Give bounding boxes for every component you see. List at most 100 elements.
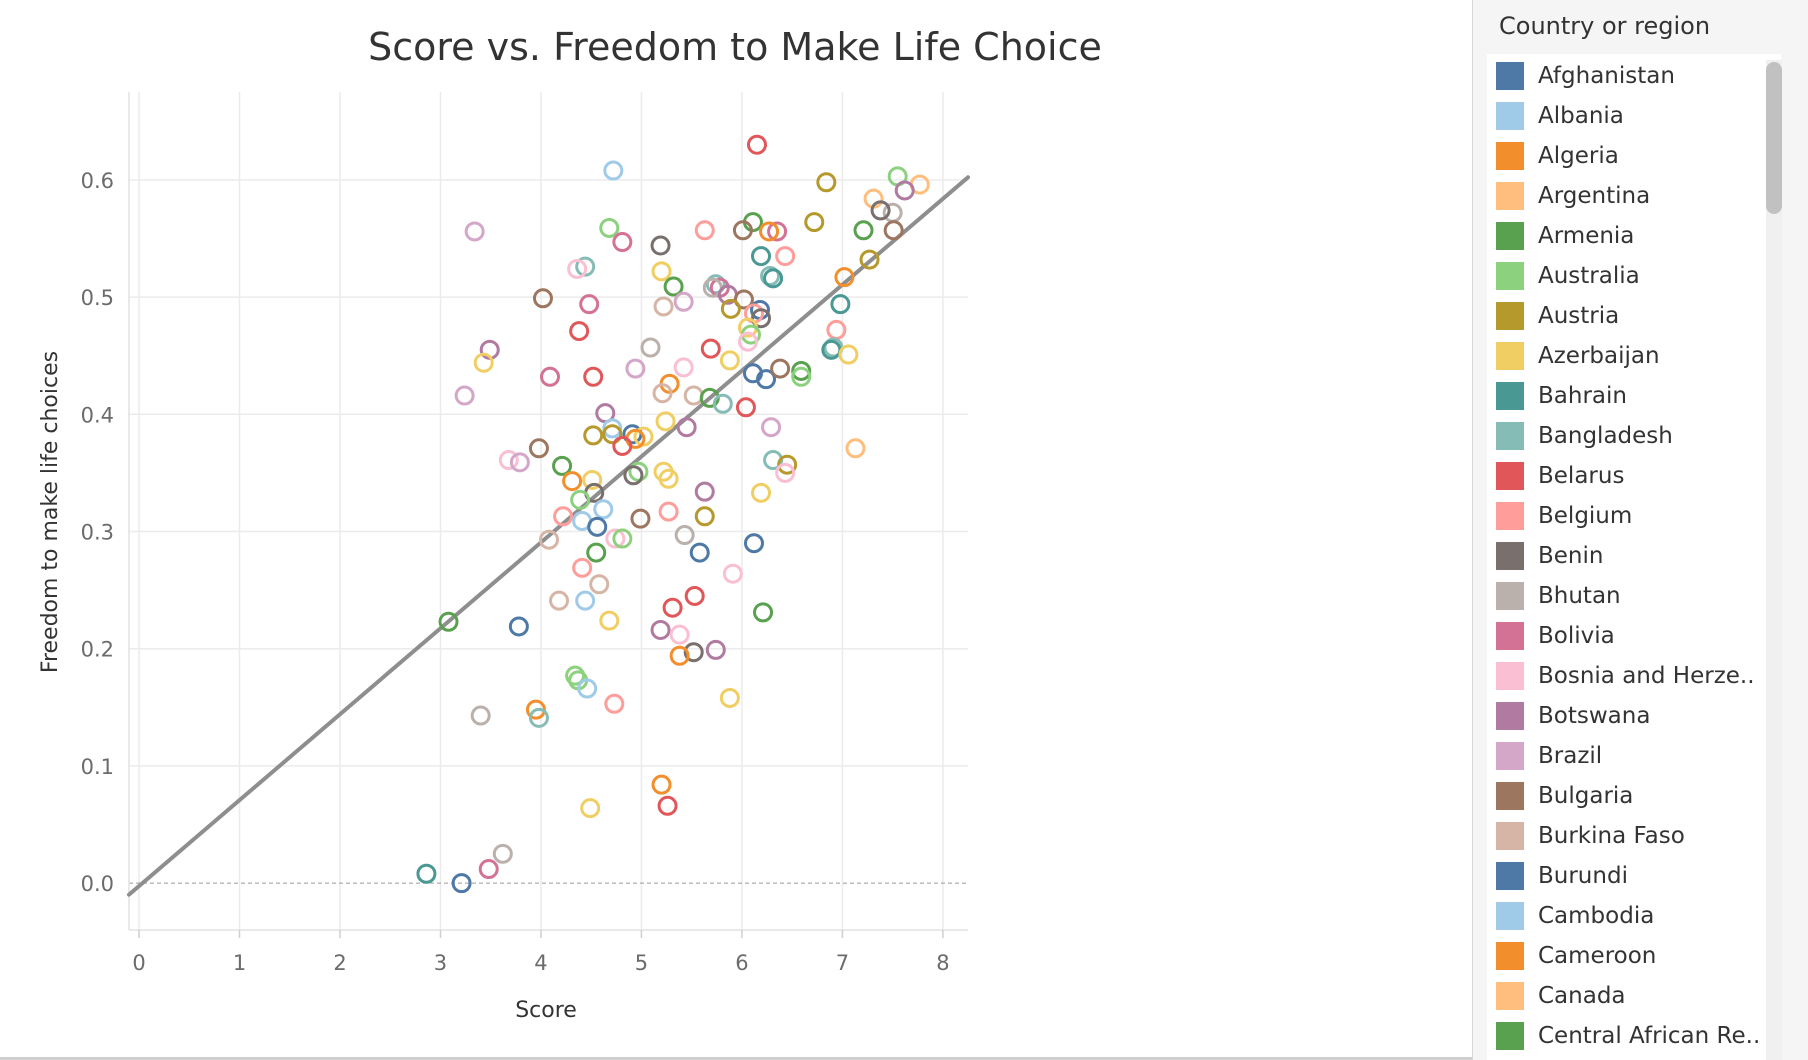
legend-item[interactable]: Central African Re.. bbox=[1487, 1016, 1777, 1056]
legend-item[interactable]: Bulgaria bbox=[1487, 776, 1777, 816]
data-point[interactable] bbox=[694, 220, 715, 241]
data-point[interactable] bbox=[651, 261, 672, 282]
legend-item[interactable]: Afghanistan bbox=[1487, 56, 1777, 96]
data-point[interactable] bbox=[753, 602, 774, 623]
data-point[interactable] bbox=[580, 798, 601, 819]
data-point[interactable] bbox=[587, 516, 608, 537]
data-point[interactable] bbox=[657, 795, 678, 816]
legend-item[interactable]: Bangladesh bbox=[1487, 416, 1777, 456]
legend-item[interactable]: Australia bbox=[1487, 256, 1777, 296]
data-point[interactable] bbox=[569, 321, 590, 342]
data-point[interactable] bbox=[870, 200, 891, 221]
data-point[interactable] bbox=[737, 331, 758, 352]
legend-item[interactable]: Bolivia bbox=[1487, 616, 1777, 656]
data-point[interactable] bbox=[612, 232, 633, 253]
legend-scroll-thumb[interactable] bbox=[1766, 62, 1782, 214]
data-point[interactable] bbox=[751, 482, 772, 503]
data-point[interactable] bbox=[640, 337, 661, 358]
data-point[interactable] bbox=[575, 256, 596, 277]
data-point[interactable] bbox=[763, 268, 784, 289]
legend-list[interactable]: Afghanistan Albania Algeria Argentina Armeni… bbox=[1487, 54, 1781, 1060]
legend-item[interactable]: Azerbaijan bbox=[1487, 336, 1777, 376]
data-point[interactable] bbox=[509, 452, 530, 473]
data-point[interactable] bbox=[575, 590, 596, 611]
legend-item[interactable]: Algeria bbox=[1487, 136, 1777, 176]
data-point[interactable] bbox=[830, 294, 851, 315]
data-point[interactable] bbox=[683, 642, 704, 663]
data-point[interactable] bbox=[761, 417, 782, 438]
data-point[interactable] bbox=[705, 639, 726, 660]
data-point[interactable] bbox=[756, 369, 777, 390]
data-point[interactable] bbox=[743, 533, 764, 554]
legend-item[interactable]: Botswana bbox=[1487, 696, 1777, 736]
data-point[interactable] bbox=[582, 469, 603, 490]
data-point[interactable] bbox=[673, 291, 694, 312]
data-point[interactable] bbox=[416, 863, 437, 884]
data-point[interactable] bbox=[652, 383, 673, 404]
data-point[interactable] bbox=[532, 288, 553, 309]
data-point[interactable] bbox=[751, 308, 772, 329]
data-point[interactable] bbox=[562, 471, 583, 492]
legend-item[interactable]: Canada bbox=[1487, 976, 1777, 1016]
data-point[interactable] bbox=[451, 873, 472, 894]
legend-item[interactable]: Austria bbox=[1487, 296, 1777, 336]
data-point[interactable] bbox=[586, 542, 607, 563]
data-point[interactable] bbox=[651, 774, 672, 795]
data-point[interactable] bbox=[539, 529, 560, 550]
data-point[interactable] bbox=[549, 590, 570, 611]
legend-item[interactable]: Cameroon bbox=[1487, 936, 1777, 976]
trend-line[interactable] bbox=[127, 175, 970, 897]
data-point[interactable] bbox=[694, 481, 715, 502]
data-point[interactable] bbox=[623, 465, 644, 486]
legend-item[interactable]: Bahrain bbox=[1487, 376, 1777, 416]
data-point[interactable] bbox=[834, 267, 855, 288]
legend-item[interactable]: Cambodia bbox=[1487, 896, 1777, 936]
data-point[interactable] bbox=[528, 707, 549, 728]
data-point[interactable] bbox=[650, 235, 671, 256]
data-point[interactable] bbox=[669, 624, 690, 645]
data-point[interactable] bbox=[567, 258, 588, 279]
data-point[interactable] bbox=[791, 366, 812, 387]
data-point[interactable] bbox=[583, 425, 604, 446]
data-point[interactable] bbox=[570, 489, 591, 510]
data-point[interactable] bbox=[653, 296, 674, 317]
data-point[interactable] bbox=[775, 246, 796, 267]
data-point[interactable] bbox=[705, 274, 726, 295]
data-points[interactable] bbox=[416, 134, 930, 894]
legend-item[interactable]: Burundi bbox=[1487, 856, 1777, 896]
data-point[interactable] bbox=[593, 499, 614, 520]
data-point[interactable] bbox=[770, 358, 791, 379]
data-point[interactable] bbox=[775, 462, 796, 483]
data-point[interactable] bbox=[604, 693, 625, 714]
legend-item[interactable]: Argentina bbox=[1487, 176, 1777, 216]
data-point[interactable] bbox=[853, 220, 874, 241]
legend-item[interactable]: Brazil bbox=[1487, 736, 1777, 776]
data-point[interactable] bbox=[735, 397, 756, 418]
data-point[interactable] bbox=[684, 585, 705, 606]
data-point[interactable] bbox=[603, 160, 624, 181]
data-point[interactable] bbox=[599, 217, 620, 238]
data-point[interactable] bbox=[579, 294, 600, 315]
data-point[interactable] bbox=[760, 266, 781, 287]
data-point[interactable] bbox=[454, 385, 475, 406]
data-point[interactable] bbox=[845, 438, 866, 459]
data-point[interactable] bbox=[767, 221, 788, 242]
data-point[interactable] bbox=[478, 859, 499, 880]
legend-item[interactable]: Burkina Faso bbox=[1487, 816, 1777, 856]
data-point[interactable] bbox=[473, 352, 494, 373]
legend-item[interactable]: Benin bbox=[1487, 536, 1777, 576]
data-point[interactable] bbox=[633, 426, 654, 447]
data-point[interactable] bbox=[777, 454, 798, 475]
data-point[interactable] bbox=[612, 435, 633, 456]
data-point[interactable] bbox=[602, 418, 623, 439]
data-point[interactable] bbox=[683, 385, 704, 406]
data-point[interactable] bbox=[498, 450, 519, 471]
data-point[interactable] bbox=[583, 366, 604, 387]
legend-item[interactable]: Armenia bbox=[1487, 216, 1777, 256]
data-point[interactable] bbox=[733, 289, 754, 310]
data-point[interactable] bbox=[589, 574, 610, 595]
data-point[interactable] bbox=[662, 597, 683, 618]
data-point[interactable] bbox=[552, 455, 573, 476]
data-point[interactable] bbox=[673, 357, 694, 378]
legend-scrollbar[interactable] bbox=[1766, 60, 1782, 1060]
